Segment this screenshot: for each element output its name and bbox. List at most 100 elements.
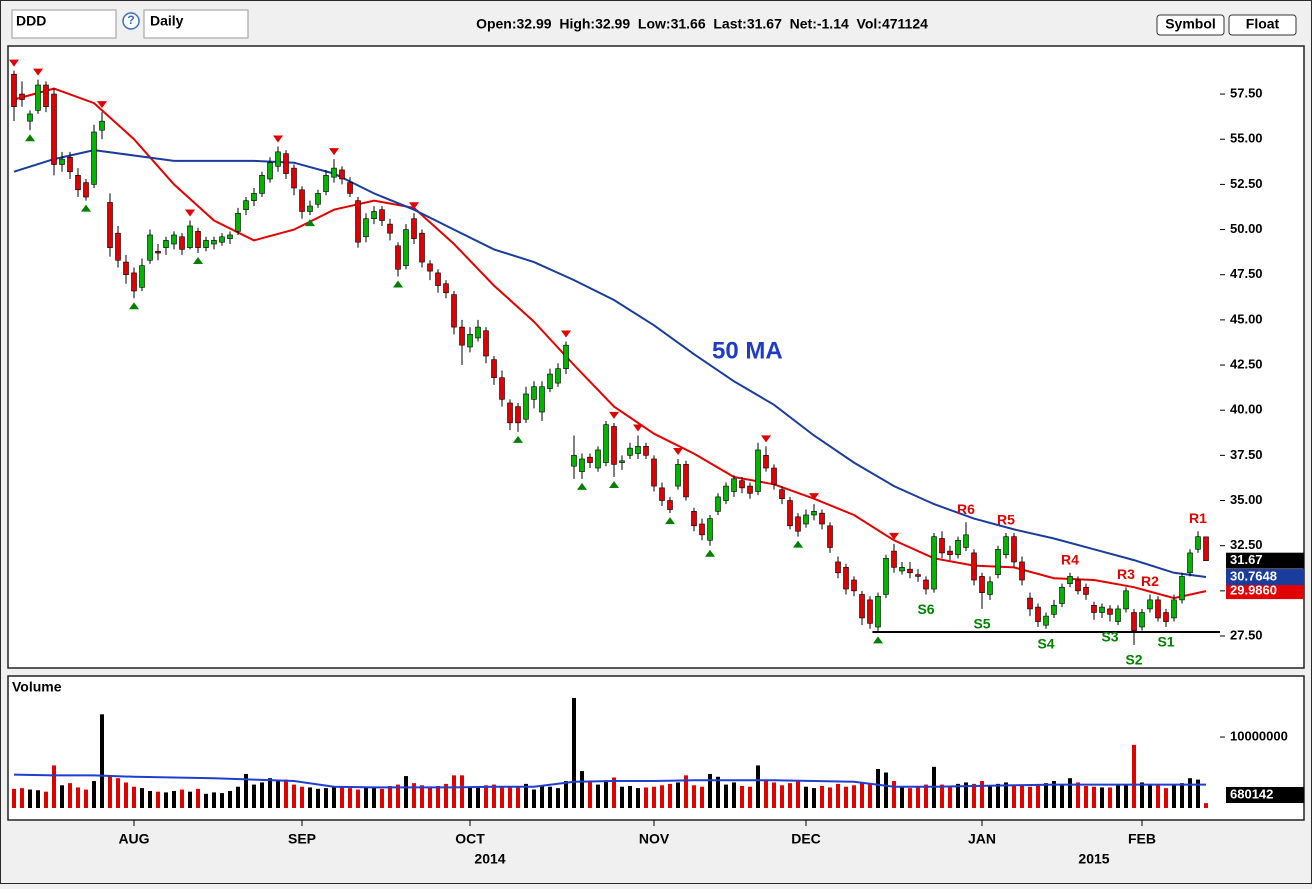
candle-body xyxy=(851,579,857,592)
pivot-low-marker xyxy=(793,540,803,548)
volume-bar xyxy=(52,765,56,808)
candle-body xyxy=(531,386,537,400)
candle-body xyxy=(1131,612,1137,631)
volume-bar xyxy=(628,786,632,808)
volume-bar xyxy=(972,783,976,808)
y-tick-label: 27.50 xyxy=(1230,627,1263,642)
period-text: Daily xyxy=(150,13,184,29)
candle-body xyxy=(403,229,409,266)
volume-bar xyxy=(204,793,208,808)
candle-body xyxy=(683,464,689,498)
volume-bar xyxy=(116,778,120,808)
help-text: ? xyxy=(127,13,134,27)
candle-body xyxy=(1179,576,1185,601)
volume-bar xyxy=(1052,781,1056,808)
candle-body xyxy=(971,552,977,581)
volume-bar xyxy=(428,786,432,808)
volume-bar xyxy=(604,780,608,808)
candle-body xyxy=(803,514,809,525)
candle-body xyxy=(459,326,465,346)
candle-body xyxy=(91,131,97,185)
x-tick-label: AUG xyxy=(118,831,149,847)
candle-body xyxy=(571,455,577,467)
volume-bar xyxy=(452,775,456,808)
candle-body xyxy=(83,182,89,198)
pivot-low-marker xyxy=(513,435,523,443)
volume-bar xyxy=(556,788,560,808)
volume-bar xyxy=(564,781,568,808)
volume-bar xyxy=(1156,784,1160,808)
volume-bar xyxy=(756,765,760,808)
pivot-low-marker xyxy=(609,481,619,489)
candle-body xyxy=(1035,606,1041,622)
candle-body xyxy=(771,467,777,485)
candle-body xyxy=(547,373,553,389)
candle-body xyxy=(275,151,281,167)
candle-body xyxy=(99,120,105,131)
x-tick-label: DEC xyxy=(791,831,821,847)
volume-bar xyxy=(652,786,656,808)
volume-bar xyxy=(236,786,240,808)
help-icon[interactable] xyxy=(122,12,140,30)
symbol-button[interactable] xyxy=(1156,14,1225,36)
y-tick-label: 42.50 xyxy=(1230,356,1263,371)
candle-body xyxy=(1003,536,1009,556)
volume-bar xyxy=(108,776,112,808)
volume-bar xyxy=(340,787,344,808)
candle-body xyxy=(587,456,593,463)
candle-body xyxy=(627,447,633,456)
candle-body xyxy=(347,182,353,194)
volume-bar xyxy=(276,781,280,808)
volume-bar xyxy=(76,787,80,808)
volume-bar xyxy=(788,783,792,808)
candle-body xyxy=(1019,561,1025,581)
candle-body xyxy=(171,234,177,245)
candle-body xyxy=(507,402,513,424)
candle-body xyxy=(979,576,985,593)
candle-body xyxy=(1187,552,1193,574)
candle-body xyxy=(155,250,161,254)
candle-body xyxy=(371,211,377,220)
period-box[interactable] xyxy=(143,9,249,39)
candle-body xyxy=(419,232,425,263)
float-button[interactable] xyxy=(1228,14,1297,36)
candle-body xyxy=(787,500,793,527)
volume-bar xyxy=(1188,778,1192,808)
volume-title: Volume xyxy=(12,679,62,695)
y-tick-label: 47.50 xyxy=(1230,266,1263,281)
candle-body xyxy=(691,511,697,527)
volume-bar xyxy=(484,785,488,808)
volume-bar xyxy=(524,783,528,808)
candle-body xyxy=(51,93,57,165)
candle-body xyxy=(1027,597,1033,610)
volume-bar xyxy=(404,776,408,808)
candle-body xyxy=(1163,612,1169,622)
candle-body xyxy=(915,574,921,577)
volume-bar xyxy=(692,785,696,808)
moving-average xyxy=(13,149,1207,578)
volume-bar xyxy=(420,785,424,808)
level-label: S2 xyxy=(1125,652,1142,668)
volume-bar xyxy=(660,785,664,808)
symbol-box[interactable] xyxy=(11,9,117,39)
candle-body xyxy=(307,205,313,212)
volume-bar xyxy=(212,792,216,808)
y-tick-label: 32.50 xyxy=(1230,537,1263,552)
volume-bar xyxy=(476,787,480,808)
x-tick-label: JAN xyxy=(968,831,996,847)
candle-body xyxy=(747,485,753,494)
candle-body xyxy=(1203,536,1209,561)
candle-body xyxy=(411,218,417,239)
candle-body xyxy=(1155,599,1161,619)
volume-bar xyxy=(1164,788,1168,808)
volume-bar xyxy=(1116,785,1120,808)
candle-body xyxy=(355,200,361,243)
volume-bar xyxy=(1108,787,1112,808)
pivot-low-marker xyxy=(393,280,403,288)
volume-bar xyxy=(20,788,24,808)
volume-bar xyxy=(156,791,160,808)
volume-bar xyxy=(852,785,856,808)
candle-body xyxy=(1115,608,1121,622)
candle-body xyxy=(1107,608,1113,615)
candle-body xyxy=(1059,586,1065,604)
